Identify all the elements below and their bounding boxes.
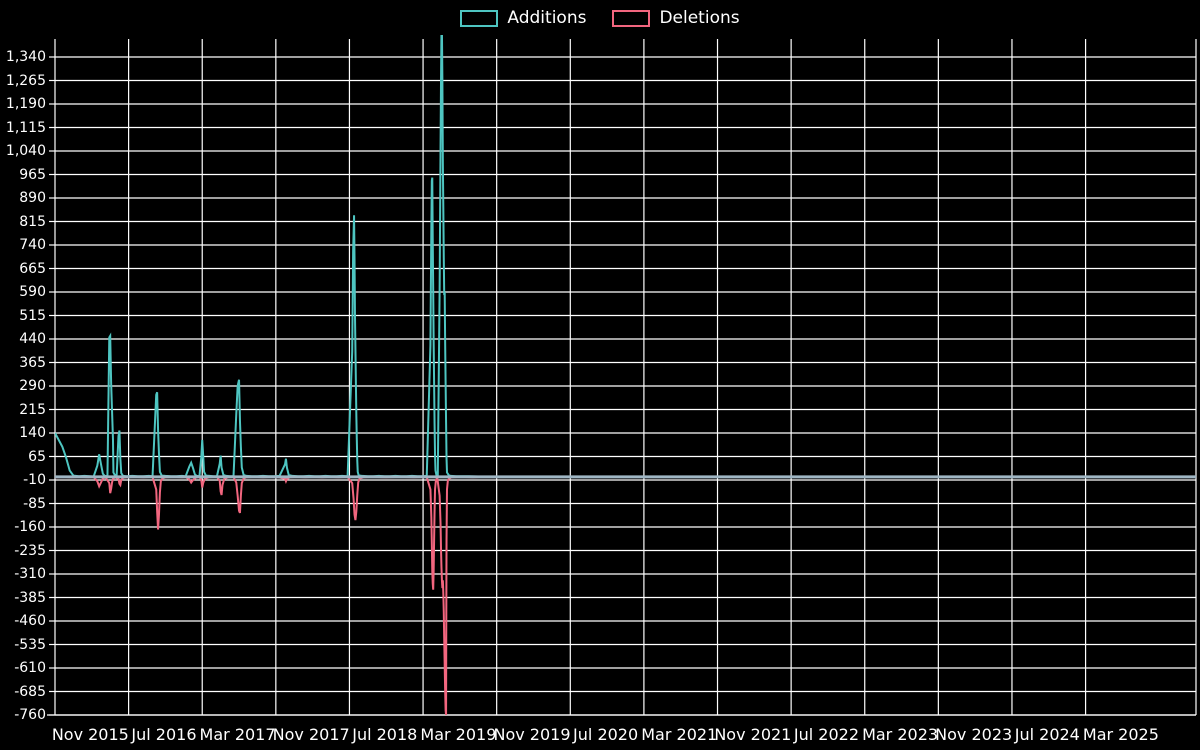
y-axis-tick-label: 740 bbox=[19, 237, 46, 253]
y-axis-tick-label: 665 bbox=[19, 260, 46, 277]
x-axis-tick-label: Mar 2021 bbox=[641, 725, 718, 744]
x-axis-tick-label: Mar 2023 bbox=[862, 725, 939, 744]
legend-entry-deletions[interactable]: Deletions bbox=[612, 7, 740, 28]
y-axis-tick-label: 140 bbox=[19, 425, 46, 441]
y-axis-tick-label: -310 bbox=[14, 566, 46, 582]
x-axis-tick-label: Jul 2020 bbox=[573, 725, 639, 744]
series-layer bbox=[55, 35, 1132, 715]
y-axis-tick-label: 290 bbox=[19, 378, 46, 394]
x-axis-tick-label: Nov 2017 bbox=[272, 725, 350, 744]
y-axis-tick-label: -535 bbox=[14, 636, 46, 653]
x-axis-tick-label: Mar 2017 bbox=[199, 725, 276, 744]
y-axis-tick-label: 1,340 bbox=[5, 49, 46, 65]
gridlines bbox=[47, 39, 1197, 716]
y-axis-tick-label: -235 bbox=[14, 542, 46, 559]
y-axis-tick-label: 1,040 bbox=[5, 143, 46, 159]
y-axis-tick-label: -460 bbox=[14, 613, 46, 629]
chart-legend: Additions Deletions bbox=[0, 0, 1200, 36]
x-axis-tick-label: Mar 2025 bbox=[1082, 725, 1159, 744]
x-axis-tick-label: Nov 2023 bbox=[935, 725, 1013, 744]
y-axis-tick-label: 965 bbox=[19, 166, 46, 183]
y-axis-tick-label: 890 bbox=[19, 190, 46, 206]
y-axis-tick-label: 440 bbox=[19, 331, 46, 347]
legend-swatch-additions-icon bbox=[460, 9, 499, 27]
y-axis-tick-label: 65 bbox=[28, 448, 46, 465]
y-axis-tick-label: 515 bbox=[19, 307, 46, 324]
series-line-additions bbox=[55, 35, 1132, 478]
legend-entry-additions[interactable]: Additions bbox=[460, 7, 587, 28]
y-axis-tick-label: -85 bbox=[23, 495, 46, 512]
x-axis-tick-label: Jul 2018 bbox=[352, 725, 418, 744]
x-axis-tick-label: Jul 2022 bbox=[793, 725, 860, 744]
x-axis-tick-label: Mar 2019 bbox=[420, 725, 497, 744]
legend-label-additions: Additions bbox=[507, 7, 587, 28]
x-axis-tick-label: Jul 2024 bbox=[1014, 725, 1080, 744]
y-axis-tick-label: -10 bbox=[23, 472, 46, 488]
legend-label-deletions: Deletions bbox=[659, 7, 740, 28]
x-axis-tick-label: Jul 2016 bbox=[131, 725, 197, 744]
x-axis-tick-label: Nov 2019 bbox=[493, 725, 571, 744]
y-axis-tick-label: 1,190 bbox=[5, 96, 46, 112]
y-axis-tick-label: 365 bbox=[19, 354, 46, 371]
y-axis-tick-label: 590 bbox=[19, 284, 46, 300]
y-axis-tick-label: -385 bbox=[14, 589, 46, 606]
legend-swatch-deletions-icon bbox=[612, 9, 651, 27]
y-axis-tick-label: -760 bbox=[14, 707, 46, 723]
y-axis-tick-label: -610 bbox=[14, 660, 46, 676]
y-axis-tick-label: 815 bbox=[19, 213, 46, 230]
y-axis-tick-label: -160 bbox=[14, 519, 46, 535]
y-axis-tick-label: -685 bbox=[14, 683, 46, 700]
series-line-deletions bbox=[55, 475, 1132, 715]
x-axis-tick-label: Nov 2015 bbox=[51, 725, 129, 744]
y-axis-tick-label: 1,115 bbox=[5, 119, 46, 136]
x-axis-tick-label: Nov 2021 bbox=[714, 725, 792, 744]
y-axis-tick-label: 215 bbox=[19, 401, 46, 418]
y-axis-tick-label: 1,265 bbox=[5, 72, 46, 89]
